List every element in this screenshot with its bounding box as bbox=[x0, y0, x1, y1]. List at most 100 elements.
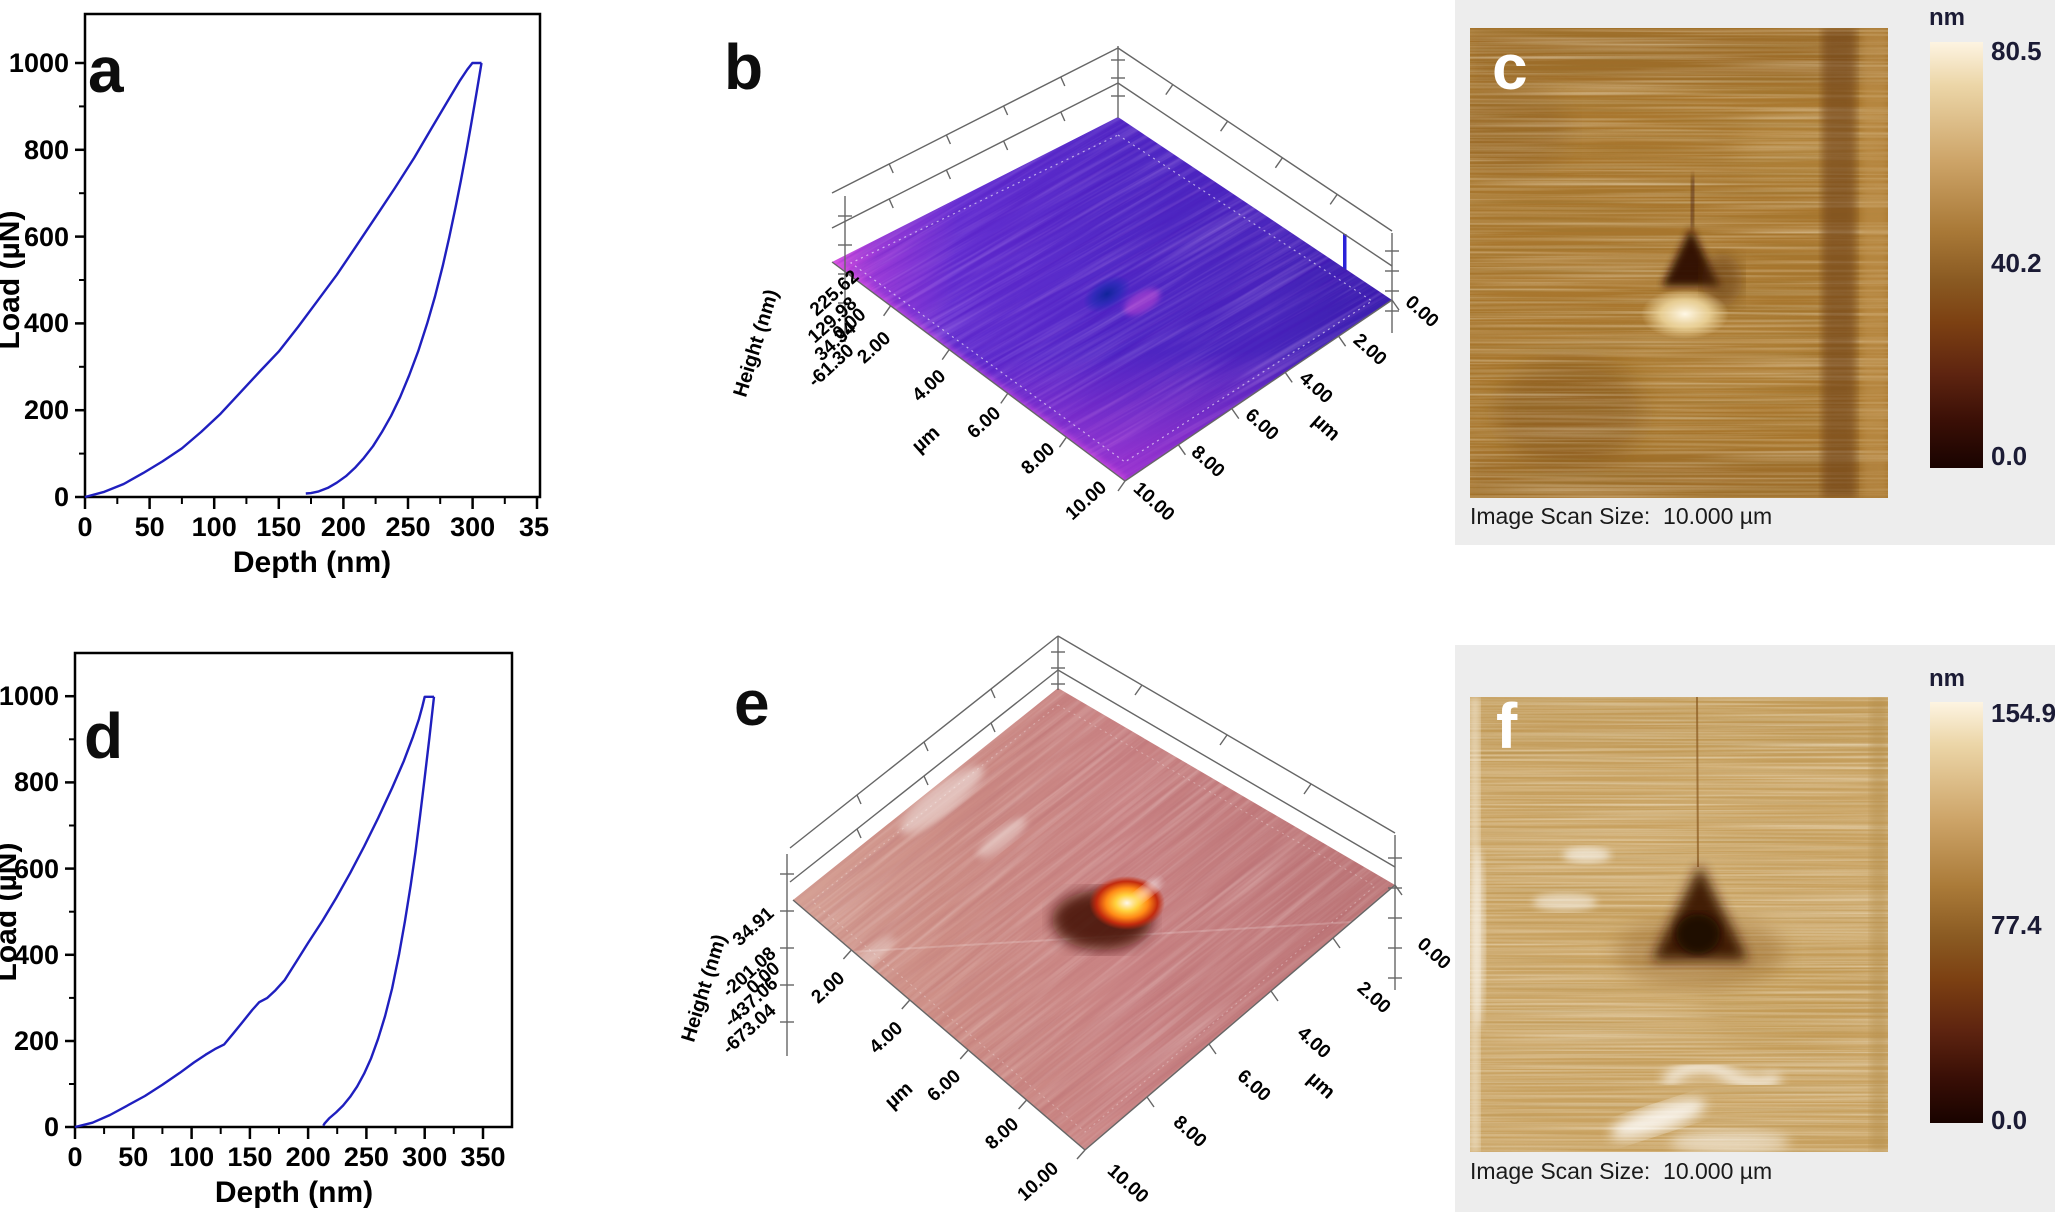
e-height-tick: 34.91 bbox=[729, 903, 779, 951]
d-ytick: 1000 bbox=[0, 681, 59, 711]
chart-a: 0 200 400 600 800 1000 0 50 100 150 200 … bbox=[0, 12, 549, 579]
e-right-tick: 8.00 bbox=[1169, 1112, 1211, 1152]
d-xtick: 100 bbox=[169, 1142, 214, 1172]
d-xlabel: Depth (nm) bbox=[215, 1176, 373, 1209]
e-axes bbox=[780, 635, 1403, 1160]
c-colorbar bbox=[1930, 42, 1983, 468]
e-left-tick: 10.00 bbox=[1014, 1158, 1063, 1205]
c-right-dark-band bbox=[1822, 28, 1856, 498]
a-xtick: 50 bbox=[135, 512, 165, 542]
f-vertical-artifact bbox=[1696, 697, 1699, 868]
a-ytick: 1000 bbox=[9, 48, 69, 78]
e-left-tick: 6.00 bbox=[924, 1066, 966, 1106]
a-xtick: 250 bbox=[385, 512, 430, 542]
e-right-tick: 4.00 bbox=[1293, 1023, 1335, 1063]
f-colorbar-mid: 77.4 bbox=[1991, 910, 2042, 940]
f-colorbar bbox=[1930, 702, 1983, 1123]
chart-d-yticks bbox=[65, 694, 75, 1129]
f-colorbar-unit: nm bbox=[1929, 665, 1965, 692]
chart-a-frame bbox=[83, 12, 542, 499]
panel-letter-c: c bbox=[1492, 31, 1528, 103]
d-loading-curve bbox=[74, 695, 434, 1129]
d-xtick: 250 bbox=[344, 1142, 389, 1172]
chart-d-frame bbox=[73, 651, 514, 1129]
b-left-tick: 4.00 bbox=[909, 366, 951, 406]
e-left-axis-unit: µm bbox=[881, 1078, 918, 1114]
b-left-tick: 10.00 bbox=[1062, 477, 1111, 524]
b-right-axis-unit: µm bbox=[1308, 410, 1345, 446]
b-right-tick: 2.00 bbox=[1349, 330, 1391, 370]
a-xtick: 0 bbox=[77, 512, 92, 542]
b-right-tick: 6.00 bbox=[1241, 405, 1283, 445]
a-xtick: 200 bbox=[321, 512, 366, 542]
a-ytick: 200 bbox=[24, 395, 69, 425]
c-colorbar-min: 0.0 bbox=[1991, 441, 2028, 471]
b-height-axis-label: Height (nm) bbox=[730, 287, 784, 400]
chart-a-xticks-minor bbox=[116, 497, 506, 504]
afm-image-c bbox=[1470, 28, 1888, 498]
a-unloading-curve bbox=[305, 62, 483, 495]
c-colorbar-max: 80.5 bbox=[1991, 36, 2042, 66]
d-xtick: 0 bbox=[67, 1142, 82, 1172]
f-scan-size-caption: Image Scan Size: 10.000 µm bbox=[1470, 1158, 1773, 1184]
a-xtick: 300 bbox=[450, 512, 495, 542]
b-spike-artifact bbox=[1343, 234, 1347, 274]
b-left-tick: 6.00 bbox=[964, 403, 1006, 443]
d-xtick: 350 bbox=[460, 1142, 505, 1172]
e-right-tick: 10.00 bbox=[1103, 1160, 1152, 1207]
c-colorbar-mid: 40.2 bbox=[1991, 248, 2042, 278]
b-left-tick: 8.00 bbox=[1018, 439, 1060, 479]
b-right-tick: 0.00 bbox=[1401, 292, 1443, 332]
a-loading-curve bbox=[84, 61, 482, 499]
e-left-tick: 8.00 bbox=[982, 1114, 1024, 1154]
chart-d-yticks-minor bbox=[69, 738, 75, 1085]
c-colorbar-unit: nm bbox=[1929, 4, 1965, 31]
a-ytick: 800 bbox=[24, 135, 69, 165]
d-ytick: 800 bbox=[14, 767, 59, 797]
d-xtick: 50 bbox=[118, 1142, 148, 1172]
d-xtick: 200 bbox=[286, 1142, 331, 1172]
afm-3d-surface-b: 225.62 129.98 0.00 34.34 -61.30 Height (… bbox=[730, 46, 1443, 526]
c-scan-size-caption: Image Scan Size: 10.000 µm bbox=[1470, 503, 1773, 529]
f-white-squiggle bbox=[1661, 1061, 1782, 1089]
f-colorbar-max: 154.9 bbox=[1991, 698, 2055, 728]
a-xtick: 35 bbox=[519, 512, 549, 542]
a-ytick: 600 bbox=[24, 222, 69, 252]
chart-a-yticks-minor bbox=[79, 105, 85, 455]
d-xtick: 300 bbox=[402, 1142, 447, 1172]
panel-letter-d: d bbox=[84, 700, 124, 772]
e-right-tick: 2.00 bbox=[1353, 978, 1395, 1018]
chart-d-xticks-minor bbox=[103, 1127, 455, 1134]
a-ytick: 0 bbox=[54, 482, 69, 512]
chart-d-xticks bbox=[73, 1127, 485, 1139]
panel-letter-a: a bbox=[88, 34, 124, 106]
e-right-axis-unit: µm bbox=[1303, 1068, 1340, 1104]
panel-letter-f: f bbox=[1496, 690, 1518, 762]
panel-letter-e: e bbox=[734, 667, 770, 739]
b-indent-dimple bbox=[1083, 275, 1131, 313]
a-xtick: 150 bbox=[256, 512, 301, 542]
e-left-tick: 2.00 bbox=[808, 968, 850, 1008]
b-right-tick: 10.00 bbox=[1129, 478, 1178, 525]
chart-a-yticks bbox=[75, 61, 85, 499]
afm-card-f: nm 154.9 77.4 0.0 Image Scan Size: 10.00… bbox=[1455, 645, 2055, 1212]
a-ytick: 400 bbox=[24, 308, 69, 338]
f-indent-triangle bbox=[1652, 865, 1748, 960]
a-xlabel: Depth (nm) bbox=[233, 546, 391, 579]
d-ytick: 400 bbox=[14, 940, 59, 970]
afm-card-c: nm 80.5 40.2 0.0 Image Scan Size: 10.000… bbox=[1455, 0, 2055, 545]
a-xtick: 100 bbox=[192, 512, 237, 542]
b-right-tick: 8.00 bbox=[1187, 442, 1229, 482]
a-ylabel: Load (µN) bbox=[0, 211, 26, 350]
d-unloading-curve bbox=[322, 696, 436, 1127]
d-xtick: 150 bbox=[227, 1142, 272, 1172]
afm-image-f bbox=[1470, 697, 1888, 1152]
e-right-tick: 6.00 bbox=[1233, 1066, 1275, 1106]
b-left-axis-unit: µm bbox=[908, 422, 945, 458]
b-right-tick: 4.00 bbox=[1295, 368, 1337, 408]
f-colorbar-min: 0.0 bbox=[1991, 1105, 2028, 1135]
e-right-tick: 0.00 bbox=[1413, 934, 1455, 974]
d-ylabel: Load (µN) bbox=[0, 843, 23, 982]
panel-letter-b: b bbox=[724, 31, 764, 103]
